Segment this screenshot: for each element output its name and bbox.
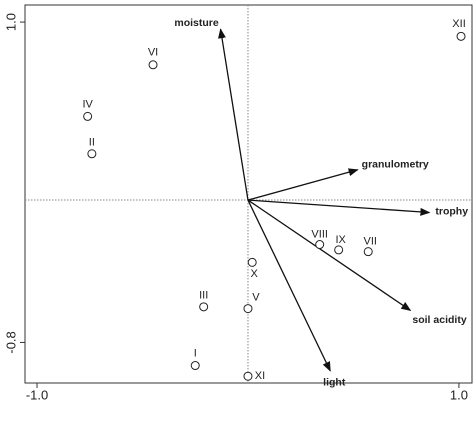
arrow (247, 199, 331, 372)
arrow-label: granulometry (362, 159, 429, 171)
arrow (247, 199, 412, 311)
plot-frame (24, 4, 473, 384)
site-label: IV (82, 98, 93, 110)
site-point (247, 257, 257, 267)
x-tick-label: 1.0 (450, 387, 468, 402)
site-point (243, 304, 253, 314)
site-label: VI (148, 47, 158, 59)
site-point (243, 371, 253, 381)
arrow (247, 168, 359, 201)
site-point (87, 149, 97, 159)
site-label: IX (335, 234, 346, 246)
site-point (190, 361, 200, 371)
arrow (218, 28, 249, 201)
site-point (148, 60, 158, 70)
site-label: VIII (311, 228, 328, 240)
arrow-label: trophy (435, 205, 468, 217)
site-point (363, 247, 373, 257)
y-tick-label: 1.0 (3, 13, 18, 31)
x-tick-label: -1.0 (26, 387, 48, 402)
site-point (315, 240, 325, 250)
site-label: VII (363, 236, 376, 248)
site-label: II (89, 137, 95, 149)
site-label: X (251, 268, 259, 280)
y-tick-label: -0.8 (3, 331, 18, 353)
site-label: XI (255, 370, 265, 382)
arrow (247, 199, 431, 216)
site-point (334, 245, 344, 255)
arrow-label: soil acidity (412, 314, 466, 326)
site-label: I (194, 347, 197, 359)
site-label: III (199, 290, 208, 302)
site-point (456, 31, 466, 41)
site-point (199, 302, 209, 312)
arrow-label: moisture (174, 17, 219, 29)
site-point (83, 111, 93, 121)
site-label: V (252, 292, 260, 304)
arrow-label: light (323, 377, 346, 389)
site-label: XII (452, 18, 465, 30)
